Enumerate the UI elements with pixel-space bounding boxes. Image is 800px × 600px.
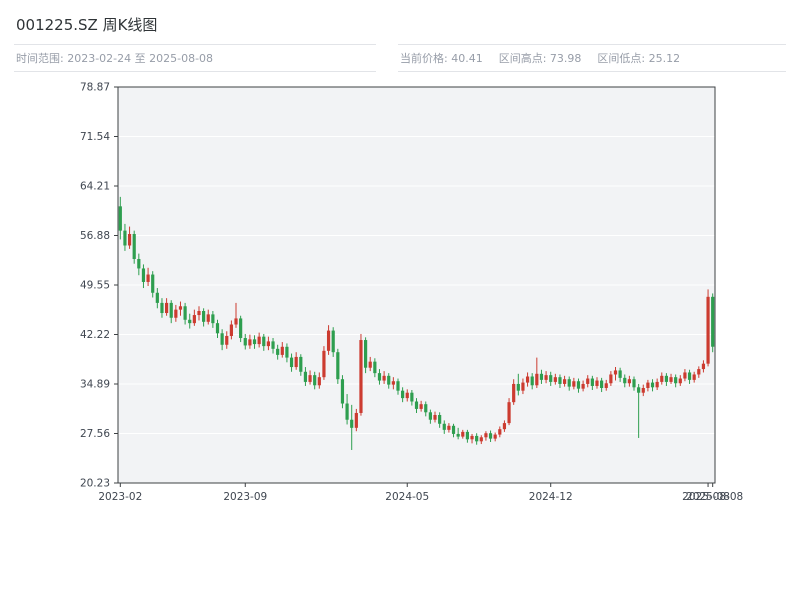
svg-text:42.22: 42.22	[80, 329, 110, 341]
kline-chart: 20.23 27.56 34.89 42.22 49.55 56.88 64.21 71.54…	[80, 82, 743, 504]
subheader: 时间范围: 2023-02-24 至 2025-08-08 当前价格: 40.4…	[14, 44, 786, 72]
svg-text:2024-05: 2024-05	[385, 491, 429, 503]
svg-text:78.87: 78.87	[80, 82, 110, 94]
svg-text:2025-08: 2025-08	[686, 491, 730, 503]
current-price-stat: 当前价格: 40.41	[400, 52, 483, 65]
svg-text:2025-08-08: 2025-08-08	[682, 491, 743, 503]
page-title: 001225.SZ 周K线图	[16, 16, 158, 34]
svg-text:34.89: 34.89	[80, 379, 110, 391]
stats-bar: 当前价格: 40.41 区间高点: 73.98 区间低点: 25.12	[398, 44, 786, 72]
svg-text:27.56: 27.56	[80, 428, 110, 440]
range-high-stat: 区间高点: 73.98	[498, 52, 582, 65]
svg-text:2024-12: 2024-12	[529, 491, 573, 503]
svg-text:2023-02: 2023-02	[98, 491, 142, 503]
svg-text:56.88: 56.88	[80, 230, 110, 242]
time-range-label: 时间范围: 2023-02-24 至 2025-08-08	[14, 44, 376, 72]
svg-text:2023-09: 2023-09	[223, 491, 267, 503]
range-low-stat: 区间低点: 25.12	[597, 52, 681, 65]
svg-text:20.23: 20.23	[80, 478, 110, 490]
svg-text:71.54: 71.54	[80, 131, 110, 143]
svg-text:64.21: 64.21	[80, 181, 110, 193]
svg-text:49.55: 49.55	[80, 280, 110, 292]
